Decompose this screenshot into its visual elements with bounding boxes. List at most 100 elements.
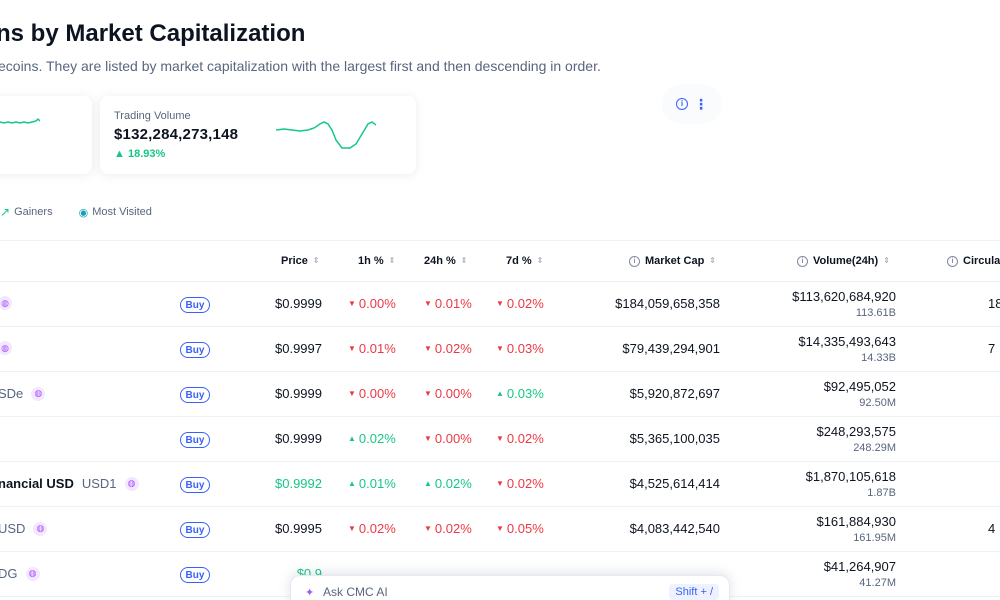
chain-badge-icon: ◍: [25, 566, 40, 581]
header-divider: [0, 281, 1000, 282]
volume-cell: $248,293,575 248.29M: [816, 424, 896, 454]
volume-usd: $1,870,105,618: [805, 469, 896, 484]
change-d7-cell: ▲ 0.03%: [496, 386, 544, 401]
market-cap-sparkline: [0, 117, 40, 124]
caret-down-icon: ▼: [496, 479, 504, 488]
column-header-market-cap[interactable]: i Market Cap ⇕: [629, 255, 716, 267]
volume-cell: $41,264,907 41.27M: [824, 559, 896, 589]
coin-name-cell[interactable]: DG ◍: [0, 566, 40, 581]
change-h24-cell: ▲ 0.02%: [424, 476, 472, 491]
volume-cell: $1,870,105,618 1.87B: [806, 469, 896, 499]
filter-most-visited[interactable]: ◉ Most Visited: [78, 206, 152, 219]
caret-down-icon: ▼: [496, 524, 504, 533]
column-header-1h[interactable]: 1h % ⇕: [358, 255, 396, 267]
table-row[interactable]: nancial USD USD1 ◍ Buy $0.9992 ▲ 0.01% ▲ 0.02% ▼ 0…: [0, 462, 1000, 507]
caret-down-icon: ▼: [424, 434, 432, 443]
table-row[interactable]: ◍ Buy $0.9999 ▼ 0.00% ▼ 0.01% ▼ 0.02% $184,059,65…: [0, 282, 1000, 327]
caret-down-icon: ▼: [348, 299, 356, 308]
info-icon[interactable]: i: [947, 255, 958, 267]
circulating-cell: 7: [988, 341, 996, 356]
market-cap-cell: $5,365,100,035: [629, 431, 720, 446]
column-header-volume[interactable]: i Volume(24h) ⇕: [797, 255, 890, 267]
keyboard-shortcut: Shift + /: [669, 584, 719, 600]
change-d7-cell: ▼ 0.03%: [496, 341, 544, 356]
caret-down-icon: ▼: [496, 344, 504, 353]
buy-button[interactable]: Buy: [180, 432, 210, 448]
trading-volume-change: ▲ 18.93%: [114, 148, 166, 160]
caret-down-icon: ▼: [348, 389, 356, 398]
sort-icon: ⇕: [709, 256, 716, 265]
change-h24-cell: ▼ 0.00%: [424, 431, 472, 446]
coin-name-cell[interactable]: nancial USD USD1 ◍: [0, 476, 139, 491]
volume-units: 14.33B: [861, 352, 896, 364]
change-h1-cell: ▼ 0.01%: [348, 341, 396, 356]
volume-usd: $161,884,930: [816, 514, 896, 529]
chain-badge-icon: ◍: [0, 296, 12, 310]
sort-icon: ⇕: [312, 256, 320, 265]
change-d7-cell: ▼ 0.02%: [496, 431, 544, 446]
change-h1-cell: ▼ 0.00%: [348, 386, 396, 401]
table-row[interactable]: ◍ Buy $0.9997 ▼ 0.01% ▼ 0.02% ▼ 0.03% $79,439,294…: [0, 327, 1000, 372]
buy-button[interactable]: Buy: [180, 297, 210, 313]
market-cap-cell: $4,525,614,414: [629, 476, 720, 491]
info-bubble[interactable]: i ⋮: [662, 84, 722, 124]
info-icon[interactable]: i: [676, 98, 688, 110]
buy-button[interactable]: Buy: [180, 567, 210, 583]
ask-label: Ask CMC AI: [323, 585, 388, 599]
buy-button[interactable]: Buy: [180, 522, 210, 538]
coin-name-cell[interactable]: ◍: [0, 341, 12, 355]
coin-name-cell[interactable]: ◍: [0, 296, 12, 310]
volume-units: 92.50M: [859, 397, 896, 409]
caret-up-icon: ▲: [348, 434, 356, 443]
change-h1-cell: ▲ 0.01%: [348, 476, 396, 491]
volume-cell: $161,884,930 161.95M: [816, 514, 896, 544]
caret-up-icon: ▲: [424, 479, 432, 488]
filter-gainers[interactable]: ↗ Gainers: [0, 205, 53, 219]
caret-up-icon: ▲: [348, 479, 356, 488]
table-row[interactable]: SDe ◍ Buy $0.9999 ▼ 0.00% ▼ 0.00% ▲ 0.03% $5,920,8…: [0, 372, 1000, 417]
caret-down-icon: ▼: [424, 299, 432, 308]
column-header-circulating[interactable]: i Circula: [947, 255, 1000, 267]
change-h24-cell: ▼ 0.02%: [424, 341, 472, 356]
column-header-24h[interactable]: 24h % ⇕: [424, 255, 468, 267]
coin-symbol: DG: [0, 566, 18, 581]
filter-bar: ↗ Gainers ◉ Most Visited: [0, 205, 178, 219]
more-options-icon[interactable]: ⋮: [694, 96, 708, 112]
volume-usd: $248,293,575: [816, 424, 896, 439]
coin-symbol: SDe: [0, 386, 24, 401]
change-d7-cell: ▼ 0.05%: [496, 521, 544, 536]
coin-name-cell[interactable]: SDe ◍: [0, 386, 46, 401]
caret-down-icon: ▼: [496, 434, 504, 443]
table-row[interactable]: USD ◍ Buy $0.9995 ▼ 0.02% ▼ 0.02% ▼ 0.05% $4,083,4…: [0, 507, 1000, 552]
coin-name-cell[interactable]: USD ◍: [0, 521, 48, 536]
caret-up-icon: ▲: [496, 389, 504, 398]
market-cap-cell: $5,920,872,697: [629, 386, 720, 401]
ask-cmc-ai-bar[interactable]: ✦ Ask CMC AI Shift + /: [290, 575, 730, 600]
ai-sparkle-icon: ✦: [305, 587, 315, 599]
change-h24-cell: ▼ 0.00%: [424, 386, 472, 401]
caret-up-icon: ▲: [114, 148, 125, 160]
table-row[interactable]: Buy $0.9999 ▲ 0.02% ▼ 0.00% ▼ 0.02% $5,365,100,0…: [0, 417, 1000, 462]
trading-volume-label: Trading Volume: [114, 110, 191, 122]
buy-button[interactable]: Buy: [180, 477, 210, 493]
change-h1-cell: ▼ 0.00%: [348, 296, 396, 311]
trending-up-icon: ↗: [0, 205, 11, 219]
info-icon[interactable]: i: [797, 255, 808, 267]
volume-units: 248.29M: [853, 442, 896, 454]
price-cell: $0.9999: [275, 431, 322, 446]
table-top-divider: [0, 240, 1000, 241]
buy-button[interactable]: Buy: [180, 387, 210, 403]
column-header-price[interactable]: Price ⇕: [281, 255, 320, 267]
column-header-7d[interactable]: 7d % ⇕: [506, 255, 544, 267]
market-cap-card[interactable]: [0, 96, 92, 174]
sort-icon: ⇕: [388, 256, 396, 265]
sort-icon: ⇕: [883, 256, 890, 265]
change-h1-cell: ▲ 0.02%: [348, 431, 396, 446]
trading-volume-card[interactable]: Trading Volume $132,284,273,148 ▲ 18.93%: [100, 96, 416, 174]
info-icon[interactable]: i: [629, 255, 640, 267]
page-title: ns by Market Capitalization: [0, 20, 306, 47]
buy-button[interactable]: Buy: [180, 342, 210, 358]
market-cap-cell: $4,083,442,540: [629, 521, 720, 536]
volume-usd: $92,495,052: [823, 379, 896, 394]
caret-down-icon: ▼: [424, 344, 432, 353]
